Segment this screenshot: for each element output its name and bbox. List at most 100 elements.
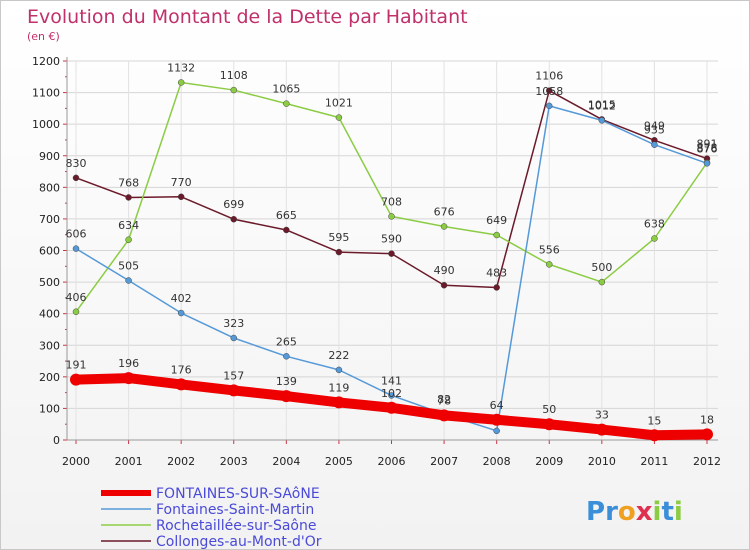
data-point — [388, 392, 395, 399]
data-label: 935 — [644, 124, 665, 137]
y-tick-label: 100 — [39, 402, 60, 415]
data-label: 878 — [697, 142, 718, 155]
data-label: 78 — [437, 394, 451, 407]
logo-letter: P — [586, 497, 605, 527]
data-point — [440, 281, 448, 289]
data-label: 1058 — [535, 85, 563, 98]
data-point — [175, 378, 188, 391]
data-point — [70, 373, 82, 386]
data-point — [72, 308, 80, 316]
x-tick-label: 2005 — [325, 455, 353, 468]
data-label: 1106 — [535, 70, 563, 83]
data-point — [648, 429, 661, 442]
data-point — [388, 213, 395, 220]
data-label: 402 — [171, 292, 192, 305]
data-point — [546, 87, 553, 94]
legend: FONTAINES-SUR-SAôNEFontaines-Saint-Marti… — [101, 486, 322, 549]
y-tick-label: 200 — [39, 371, 60, 384]
data-label: 82 — [437, 393, 451, 406]
data-label: 1021 — [325, 97, 353, 110]
legend-label: Fontaines-Saint-Martin — [156, 502, 314, 518]
data-label: 15 — [647, 414, 661, 427]
logo-letter: i — [653, 497, 662, 527]
data-label: 102 — [381, 387, 402, 400]
data-label: 1108 — [220, 69, 248, 82]
y-tick-label: 800 — [39, 181, 60, 194]
data-label: 64 — [490, 399, 504, 412]
data-point — [177, 79, 185, 86]
data-label: 606 — [66, 228, 87, 241]
data-point — [438, 409, 451, 422]
y-tick-label: 0 — [53, 434, 60, 447]
data-label: 1015 — [588, 98, 616, 111]
data-point — [335, 366, 343, 374]
data-point — [72, 245, 80, 252]
data-point — [651, 235, 658, 242]
logo-letter: o — [618, 497, 636, 527]
data-point — [385, 401, 398, 414]
data-point — [283, 100, 290, 107]
data-label: 50 — [542, 403, 556, 416]
data-point — [177, 193, 185, 201]
y-tick-label: 600 — [39, 245, 60, 258]
data-point — [280, 390, 293, 403]
legend-label: Collonges-au-Mont-d'Or — [156, 534, 322, 549]
data-label: 590 — [381, 233, 402, 246]
data-point — [493, 284, 500, 291]
y-tick-label: 1100 — [32, 87, 60, 100]
legend-label: FONTAINES-SUR-SAôNE — [156, 486, 320, 502]
proxiti-logo: Proxiti — [586, 497, 683, 527]
data-label: 196 — [118, 357, 139, 370]
data-point — [598, 278, 606, 286]
data-label: 119 — [328, 381, 349, 394]
data-label: 33 — [595, 409, 609, 422]
data-label: 638 — [644, 217, 665, 230]
data-label: 634 — [118, 219, 139, 232]
data-point — [701, 428, 713, 441]
data-point — [72, 174, 80, 182]
data-label: 830 — [66, 157, 87, 170]
data-label: 649 — [486, 214, 507, 227]
x-tick-label: 2000 — [62, 455, 90, 468]
logo-letter: i — [674, 497, 683, 527]
data-point — [125, 194, 132, 201]
data-label: 595 — [328, 231, 349, 244]
data-label: 665 — [276, 209, 297, 222]
data-point — [283, 226, 290, 234]
y-tick-label: 700 — [39, 213, 60, 226]
data-label: 876 — [697, 142, 718, 155]
y-tick-label: 300 — [39, 339, 60, 352]
data-label: 139 — [276, 375, 297, 388]
data-point — [651, 141, 658, 148]
data-point — [490, 413, 503, 426]
series-group — [70, 79, 713, 442]
data-point — [703, 160, 711, 167]
data-point — [493, 427, 500, 435]
data-label: 141 — [381, 374, 402, 387]
data-label: 157 — [223, 369, 244, 382]
data-labels: 830 768 770 699 665 595 590 490 483 1106 1015 949 89… — [66, 61, 718, 427]
data-label: 176 — [171, 363, 192, 376]
x-tick-label: 2009 — [535, 455, 563, 468]
data-point — [493, 231, 500, 239]
data-point — [230, 86, 237, 94]
y-tick-label: 1000 — [32, 118, 60, 131]
data-label: 768 — [118, 176, 139, 189]
data-point — [125, 236, 132, 244]
logo-letter: t — [661, 497, 673, 527]
data-label: 1132 — [167, 61, 195, 74]
data-label: 191 — [66, 359, 87, 372]
data-label: 505 — [118, 260, 139, 273]
data-label: 556 — [539, 243, 560, 256]
data-label: 500 — [591, 261, 612, 274]
data-label: 1012 — [588, 99, 616, 112]
data-point — [332, 396, 345, 409]
x-tick-label: 2006 — [378, 455, 406, 468]
data-label: 699 — [223, 198, 244, 211]
x-tick-label: 2010 — [588, 455, 616, 468]
data-point — [543, 418, 556, 431]
y-tick-label: 400 — [39, 308, 60, 321]
data-point — [440, 223, 448, 230]
